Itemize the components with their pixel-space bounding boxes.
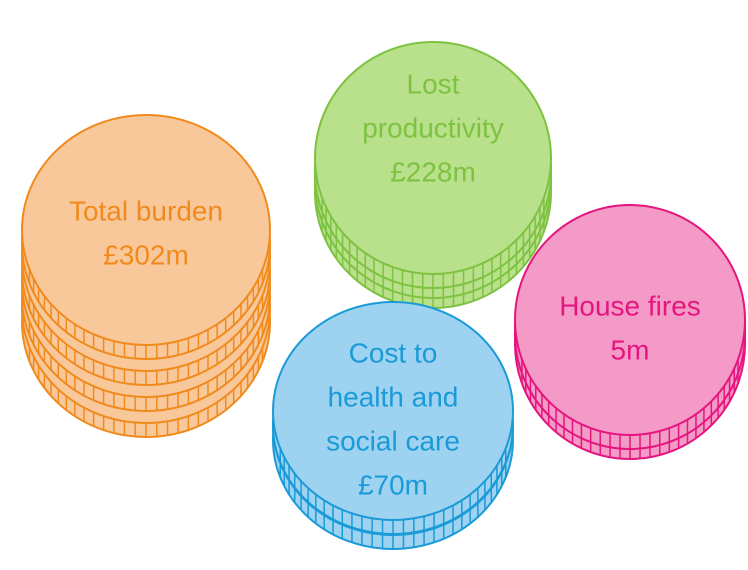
coin-label: Total burden xyxy=(69,195,223,226)
coin-label: productivity xyxy=(362,112,504,143)
coin-label: 5m xyxy=(611,334,650,365)
coin-label: £70m xyxy=(358,469,428,500)
coin-stack: House fires 5m xyxy=(514,204,746,460)
coin-label: Lost xyxy=(407,68,460,99)
coin-label: Cost to xyxy=(349,337,438,368)
coin-face xyxy=(514,204,746,436)
coin-label: social care xyxy=(326,425,460,456)
coin-face xyxy=(314,41,552,275)
coin-label: £228m xyxy=(390,156,476,187)
coin-label: health and xyxy=(328,381,459,412)
coin-stack: Lost productivity £228m xyxy=(314,41,552,309)
coin-stack: Total burden £302m xyxy=(21,114,271,438)
coin-face xyxy=(272,301,514,521)
coin-stack: Cost to health and social care £70m xyxy=(272,301,514,550)
coin-label: £302m xyxy=(103,239,189,270)
coin-face xyxy=(21,114,271,346)
coin-label: House fires xyxy=(559,290,701,321)
